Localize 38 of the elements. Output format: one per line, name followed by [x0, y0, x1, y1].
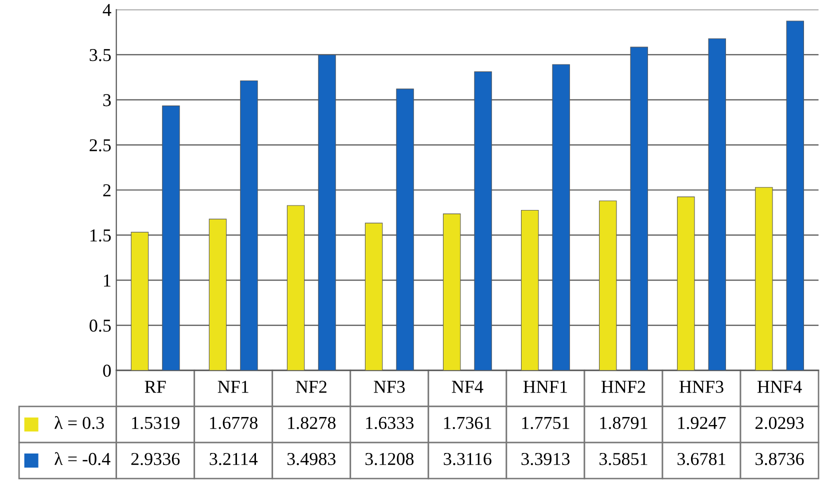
y-tick-label: 3.5 — [90, 49, 111, 62]
data-label: 2.9336 — [131, 452, 180, 466]
legend-label: λ = -0.4 — [54, 452, 110, 466]
data-label: 1.6333 — [366, 416, 414, 430]
data-label: 1.9247 — [678, 416, 726, 430]
data-label: 3.3913 — [521, 452, 570, 466]
data-label: 3.4983 — [287, 452, 336, 466]
data-label: 1.5319 — [132, 416, 180, 430]
legend-label: λ = 0.3 — [54, 416, 104, 430]
x-tick-label: NF1 — [218, 380, 248, 393]
data-label: 3.5851 — [600, 452, 648, 466]
x-tick-label: NF2 — [296, 380, 326, 393]
x-tick-label: NF3 — [374, 380, 405, 393]
data-label: 3.2114 — [210, 452, 258, 466]
y-tick-label: 0 — [103, 364, 111, 377]
x-tick-label: HNF2 — [601, 380, 646, 393]
data-label: 1.8791 — [600, 416, 648, 430]
data-label: 1.7361 — [444, 416, 492, 430]
x-tick-label: NF4 — [452, 380, 484, 393]
y-tick-label: 4 — [102, 4, 112, 16]
data-label: 3.3116 — [444, 452, 492, 466]
x-tick-label: HNF4 — [757, 380, 802, 393]
x-tick-label: HNF1 — [523, 380, 567, 393]
data-label: 1.7751 — [522, 416, 570, 430]
data-label: 1.8278 — [288, 416, 336, 430]
y-tick-label: 3 — [103, 94, 111, 106]
y-tick-label: 2 — [103, 184, 110, 196]
x-tick-label: HNF3 — [679, 380, 724, 393]
data-label: 3.6781 — [678, 452, 726, 466]
y-tick-label: 1.5 — [90, 229, 111, 242]
data-label: 1.6778 — [210, 416, 258, 430]
data-label: 3.1208 — [365, 452, 414, 466]
y-tick-label: 0.5 — [90, 320, 111, 332]
data-label: 3.8736 — [756, 452, 804, 466]
data-label: 2.0293 — [755, 416, 804, 430]
x-tick-label: RF — [144, 380, 166, 393]
y-tick-label: 2.5 — [90, 139, 111, 152]
y-tick-label: 1 — [104, 274, 110, 286]
